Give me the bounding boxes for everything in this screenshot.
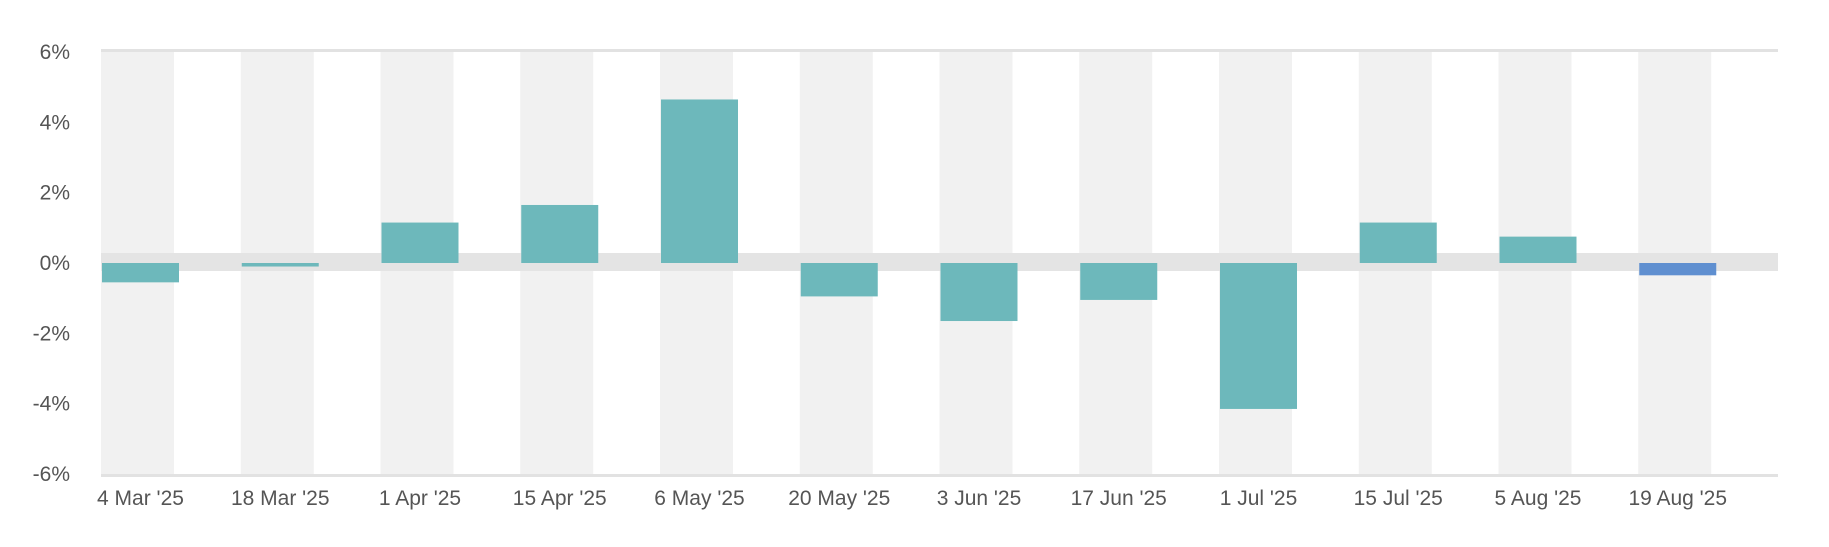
y-tick-label: 0% [40, 252, 70, 275]
y-tick-label: -2% [33, 322, 70, 345]
x-tick-label: 15 Jul '25 [1354, 487, 1443, 510]
y-axis-ticks: 6% 4% 2% 0% -2% -4% -6% [33, 41, 70, 486]
y-tick-label: 6% [40, 41, 70, 64]
bar[interactable] [521, 204, 599, 263]
x-tick-label: 15 Apr '25 [513, 487, 607, 510]
bar[interactable] [661, 99, 738, 263]
x-tick-label: 6 May '25 [654, 487, 744, 510]
bar[interactable] [102, 263, 179, 283]
y-tick-label: 2% [40, 182, 70, 205]
x-tick-label: 3 Jun '25 [937, 487, 1022, 510]
bottom-axis-line [101, 474, 1778, 477]
x-tick-label: 4 Mar '25 [97, 487, 184, 510]
axis-lines [101, 49, 1778, 477]
zero-line-band [101, 253, 1778, 271]
bar[interactable] [1080, 263, 1158, 300]
bar[interactable] [1359, 222, 1437, 263]
x-tick-label: 5 Aug '25 [1495, 487, 1582, 510]
bar[interactable] [940, 263, 1018, 322]
y-tick-label: -6% [33, 463, 70, 486]
x-tick-label: 1 Jul '25 [1220, 487, 1298, 510]
x-tick-label: 17 Jun '25 [1071, 487, 1167, 510]
bar[interactable] [1499, 236, 1577, 263]
y-tick-label: -4% [33, 393, 70, 416]
bars [102, 99, 1717, 409]
x-tick-label: 18 Mar '25 [231, 487, 330, 510]
x-tick-label: 20 May '25 [788, 487, 890, 510]
bar[interactable] [1220, 263, 1297, 409]
top-axis-line [101, 49, 1778, 52]
x-axis-ticks: 4 Mar '25 18 Mar '25 1 Apr '25 15 Apr '25 6 … [97, 487, 1727, 510]
zero-band [101, 253, 1778, 271]
bar[interactable] [241, 263, 319, 267]
x-tick-label: 1 Apr '25 [379, 487, 461, 510]
bar[interactable] [800, 263, 878, 297]
bar[interactable] [1639, 263, 1717, 276]
bar[interactable] [381, 222, 459, 263]
y-tick-label: 4% [40, 111, 70, 134]
x-tick-label: 19 Aug '25 [1628, 487, 1727, 510]
